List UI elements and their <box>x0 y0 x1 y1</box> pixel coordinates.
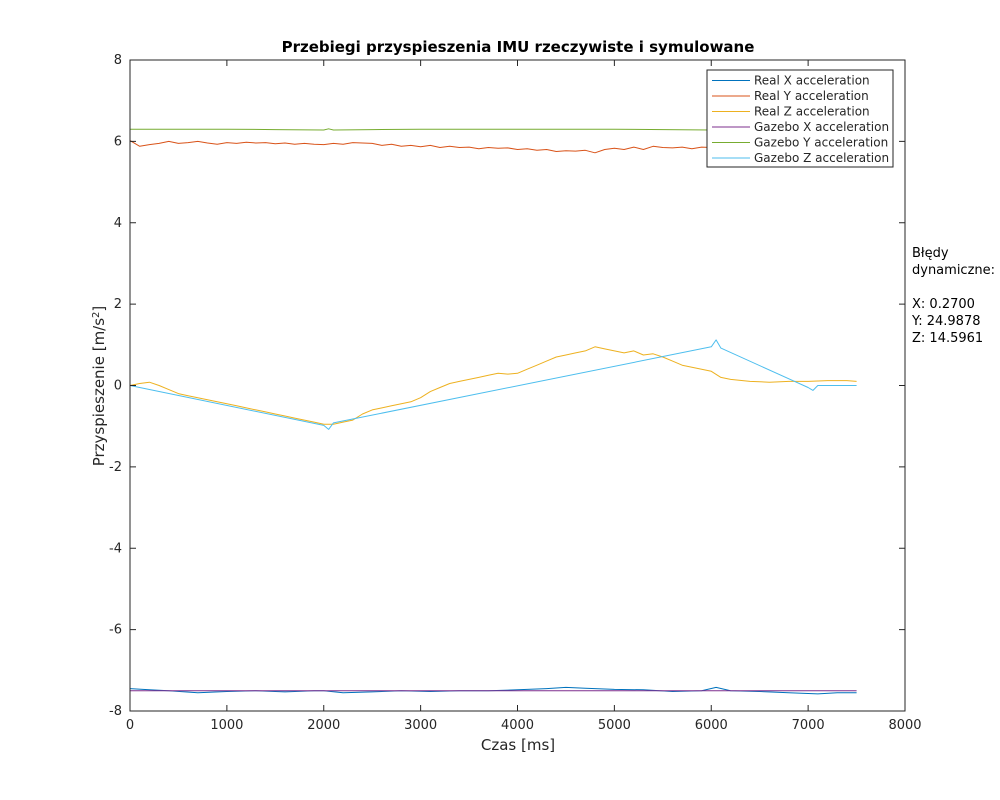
x-tick-label: 4000 <box>501 718 534 733</box>
y-axis-label-end: ] <box>90 306 108 312</box>
legend-label-real-y-acceleration: Real Y acceleration <box>754 89 869 103</box>
y-axis-label: Przyspieszenie [m/s2] <box>90 306 108 467</box>
x-tick-label: 1000 <box>210 718 243 733</box>
y-axis-label-main: Przyspieszenie [m/s <box>90 318 108 467</box>
series-line-real-y-acceleration <box>129 140 712 154</box>
series-layer <box>129 128 857 695</box>
y-tick-label: 2 <box>114 297 122 312</box>
legend-label-gazebo-z-acceleration: Gazebo Z acceleration <box>754 151 889 165</box>
y-tick-label: 8 <box>114 53 122 68</box>
x-ticks: 0 1000 2000 3000 4000 5000 6000 7000 8000 <box>126 60 922 733</box>
x-tick-label: 2000 <box>307 718 340 733</box>
legend-label-real-x-acceleration: Real X acceleration <box>754 74 870 88</box>
y-tick-label: 0 <box>114 379 122 394</box>
x-tick-label: 0 <box>126 718 134 733</box>
legend-label-gazebo-y-acceleration: Gazebo Y acceleration <box>754 136 888 150</box>
y-tick-label: 6 <box>114 134 122 149</box>
chart-title: Przebiegi przyspieszenia IMU rzeczywiste… <box>282 38 755 56</box>
y-axis-label-sup: 2 <box>91 312 102 318</box>
x-tick-label: 8000 <box>888 718 921 733</box>
x-tick-label: 7000 <box>792 718 825 733</box>
y-tick-label: -8 <box>109 704 122 719</box>
y-tick-label: -4 <box>109 541 122 556</box>
annotation-line-2: dynamiczne: <box>912 263 995 278</box>
x-tick-label: 6000 <box>695 718 728 733</box>
x-tick-label: 5000 <box>598 718 631 733</box>
y-tick-label: -2 <box>109 460 122 475</box>
error-annotation: Błędy dynamiczne: X: 0.2700 Y: 24.9878 Z… <box>911 246 995 346</box>
annotation-line-1: Błędy <box>912 246 949 261</box>
annotation-line-y: Y: 24.9878 <box>911 314 981 329</box>
y-tick-label: -6 <box>109 623 122 638</box>
y-ticks: -8 -6 -4 -2 0 2 4 6 8 <box>109 53 905 719</box>
x-tick-label: 3000 <box>404 718 437 733</box>
series-line-gazebo-z-acceleration <box>129 339 857 430</box>
y-tick-label: 4 <box>114 216 122 231</box>
legend-label-gazebo-x-acceleration: Gazebo X acceleration <box>754 120 889 134</box>
annotation-line-z: Z: 14.5961 <box>912 331 983 346</box>
legend-box <box>706 69 894 168</box>
annotation-line-x: X: 0.2700 <box>912 297 975 312</box>
series-line-real-z-acceleration <box>129 346 857 425</box>
x-axis-label: Czas [ms] <box>481 736 555 754</box>
legend-label-real-z-acceleration: Real Z acceleration <box>754 105 870 119</box>
